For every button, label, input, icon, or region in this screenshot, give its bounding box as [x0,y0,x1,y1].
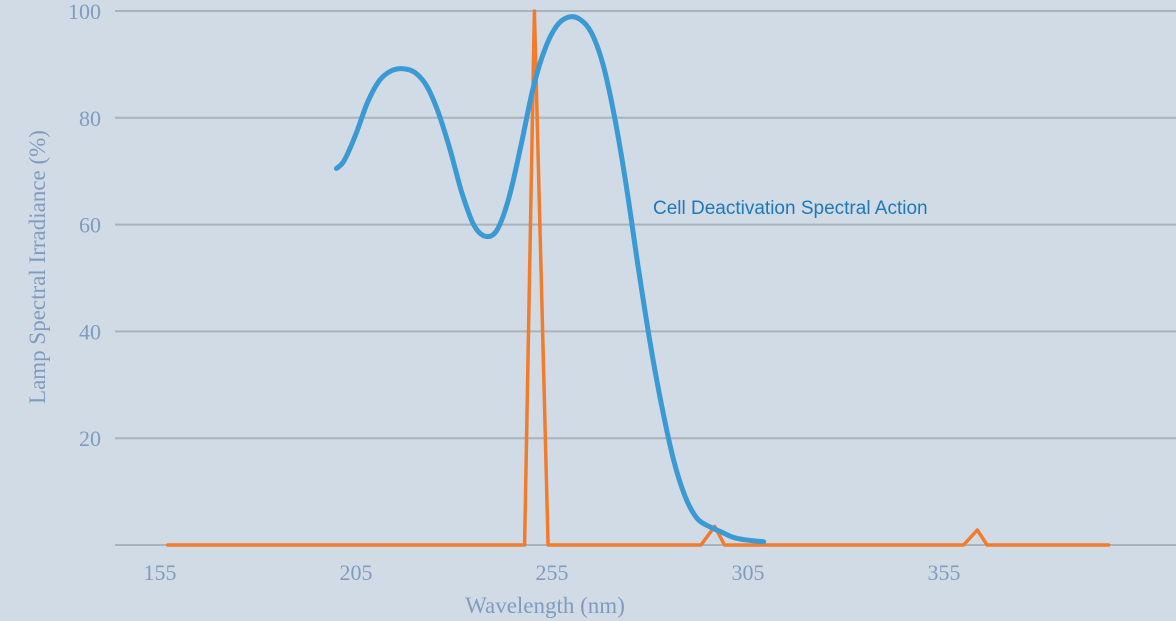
series-annotation: Cell Deactivation Spectral Action [653,198,928,219]
y-tick-label: 20 [79,426,101,451]
x-axis-title: Wavelength (nm) [465,593,625,618]
cell-deactivation-action-line [333,14,767,545]
annotations: Cell Deactivation Spectral Action [653,198,928,219]
y-tick-label: 80 [79,106,101,131]
series-lines [166,9,1111,547]
y-tick-label: 40 [79,319,101,344]
x-tick-label: 305 [732,560,765,585]
y-tick-labels: 20 40 60 80 100 [68,0,101,451]
x-tick-label: 155 [144,560,177,585]
x-tick-labels: 155 205 255 305 355 [144,560,961,585]
y-tick-label: 60 [79,213,101,238]
lamp-irradiance-line [166,9,1111,547]
y-tick-label: 100 [68,0,101,24]
x-tick-label: 255 [536,560,569,585]
grid [115,10,1176,546]
x-tick-label: 205 [340,560,373,585]
y-axis-title: Lamp Spectral Irradiance (%) [25,130,50,404]
x-tick-label: 355 [928,560,961,585]
